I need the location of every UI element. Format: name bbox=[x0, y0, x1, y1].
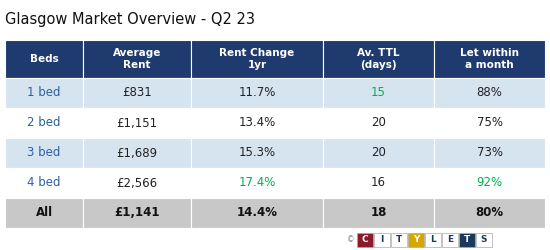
Text: Let within
a month: Let within a month bbox=[460, 48, 519, 70]
Bar bbox=[191, 78, 323, 108]
Bar bbox=[191, 108, 323, 138]
Bar bbox=[191, 168, 323, 198]
Text: 4 bed: 4 bed bbox=[28, 176, 60, 190]
Text: ©: © bbox=[348, 236, 355, 244]
Text: 17.4%: 17.4% bbox=[238, 176, 276, 190]
Text: £1,689: £1,689 bbox=[117, 146, 157, 160]
Text: Y: Y bbox=[413, 236, 419, 244]
Text: 73%: 73% bbox=[476, 146, 503, 160]
Bar bbox=[434, 108, 545, 138]
Text: 15.3%: 15.3% bbox=[239, 146, 276, 160]
Bar bbox=[191, 138, 323, 168]
Text: 92%: 92% bbox=[476, 176, 503, 190]
Text: T: T bbox=[396, 236, 402, 244]
Text: £2,566: £2,566 bbox=[117, 176, 157, 190]
Bar bbox=[323, 78, 434, 108]
Bar bbox=[83, 138, 191, 168]
Text: Average
Rent: Average Rent bbox=[113, 48, 161, 70]
Text: C: C bbox=[362, 236, 369, 244]
Bar bbox=[434, 138, 545, 168]
Text: 88%: 88% bbox=[476, 86, 503, 100]
Text: Rent Change
1yr: Rent Change 1yr bbox=[219, 48, 295, 70]
Bar bbox=[323, 168, 434, 198]
Text: Av. TTL
(days): Av. TTL (days) bbox=[358, 48, 400, 70]
Text: All: All bbox=[35, 206, 53, 220]
Text: 75%: 75% bbox=[476, 116, 503, 130]
Bar bbox=[5, 108, 83, 138]
Text: 80%: 80% bbox=[475, 206, 504, 220]
Bar bbox=[425, 233, 441, 247]
Text: 14.4%: 14.4% bbox=[236, 206, 278, 220]
Text: I: I bbox=[380, 236, 384, 244]
Text: 15: 15 bbox=[371, 86, 386, 100]
Text: 11.7%: 11.7% bbox=[238, 86, 276, 100]
Text: £831: £831 bbox=[122, 86, 152, 100]
Bar bbox=[191, 40, 323, 78]
Text: 18: 18 bbox=[370, 206, 387, 220]
Bar bbox=[323, 198, 434, 228]
Bar bbox=[323, 40, 434, 78]
Bar bbox=[357, 233, 373, 247]
Bar bbox=[5, 138, 83, 168]
Text: Beds: Beds bbox=[30, 54, 58, 64]
Bar bbox=[5, 168, 83, 198]
Text: 1 bed: 1 bed bbox=[28, 86, 60, 100]
Text: T: T bbox=[464, 236, 470, 244]
Text: £1,141: £1,141 bbox=[114, 206, 160, 220]
Text: 20: 20 bbox=[371, 116, 386, 130]
Bar bbox=[434, 168, 545, 198]
Text: £1,151: £1,151 bbox=[117, 116, 157, 130]
Bar bbox=[83, 40, 191, 78]
Text: 20: 20 bbox=[371, 146, 386, 160]
Bar bbox=[408, 233, 424, 247]
Bar bbox=[434, 198, 545, 228]
Bar bbox=[191, 198, 323, 228]
Bar bbox=[391, 233, 407, 247]
Bar bbox=[83, 108, 191, 138]
Text: L: L bbox=[430, 236, 436, 244]
Bar bbox=[323, 138, 434, 168]
Text: 2 bed: 2 bed bbox=[28, 116, 60, 130]
Text: 13.4%: 13.4% bbox=[238, 116, 276, 130]
Bar bbox=[434, 78, 545, 108]
Text: 3 bed: 3 bed bbox=[28, 146, 60, 160]
Bar bbox=[5, 198, 83, 228]
Bar bbox=[442, 233, 458, 247]
Bar bbox=[434, 40, 545, 78]
Bar bbox=[83, 168, 191, 198]
Bar bbox=[5, 40, 83, 78]
Bar bbox=[374, 233, 390, 247]
Bar bbox=[83, 78, 191, 108]
Bar bbox=[459, 233, 475, 247]
Text: 16: 16 bbox=[371, 176, 386, 190]
Text: Glasgow Market Overview - Q2 23: Glasgow Market Overview - Q2 23 bbox=[5, 12, 255, 27]
Text: S: S bbox=[481, 236, 487, 244]
Bar bbox=[323, 108, 434, 138]
Bar bbox=[5, 78, 83, 108]
Text: E: E bbox=[447, 236, 453, 244]
Bar bbox=[83, 198, 191, 228]
Bar bbox=[476, 233, 492, 247]
